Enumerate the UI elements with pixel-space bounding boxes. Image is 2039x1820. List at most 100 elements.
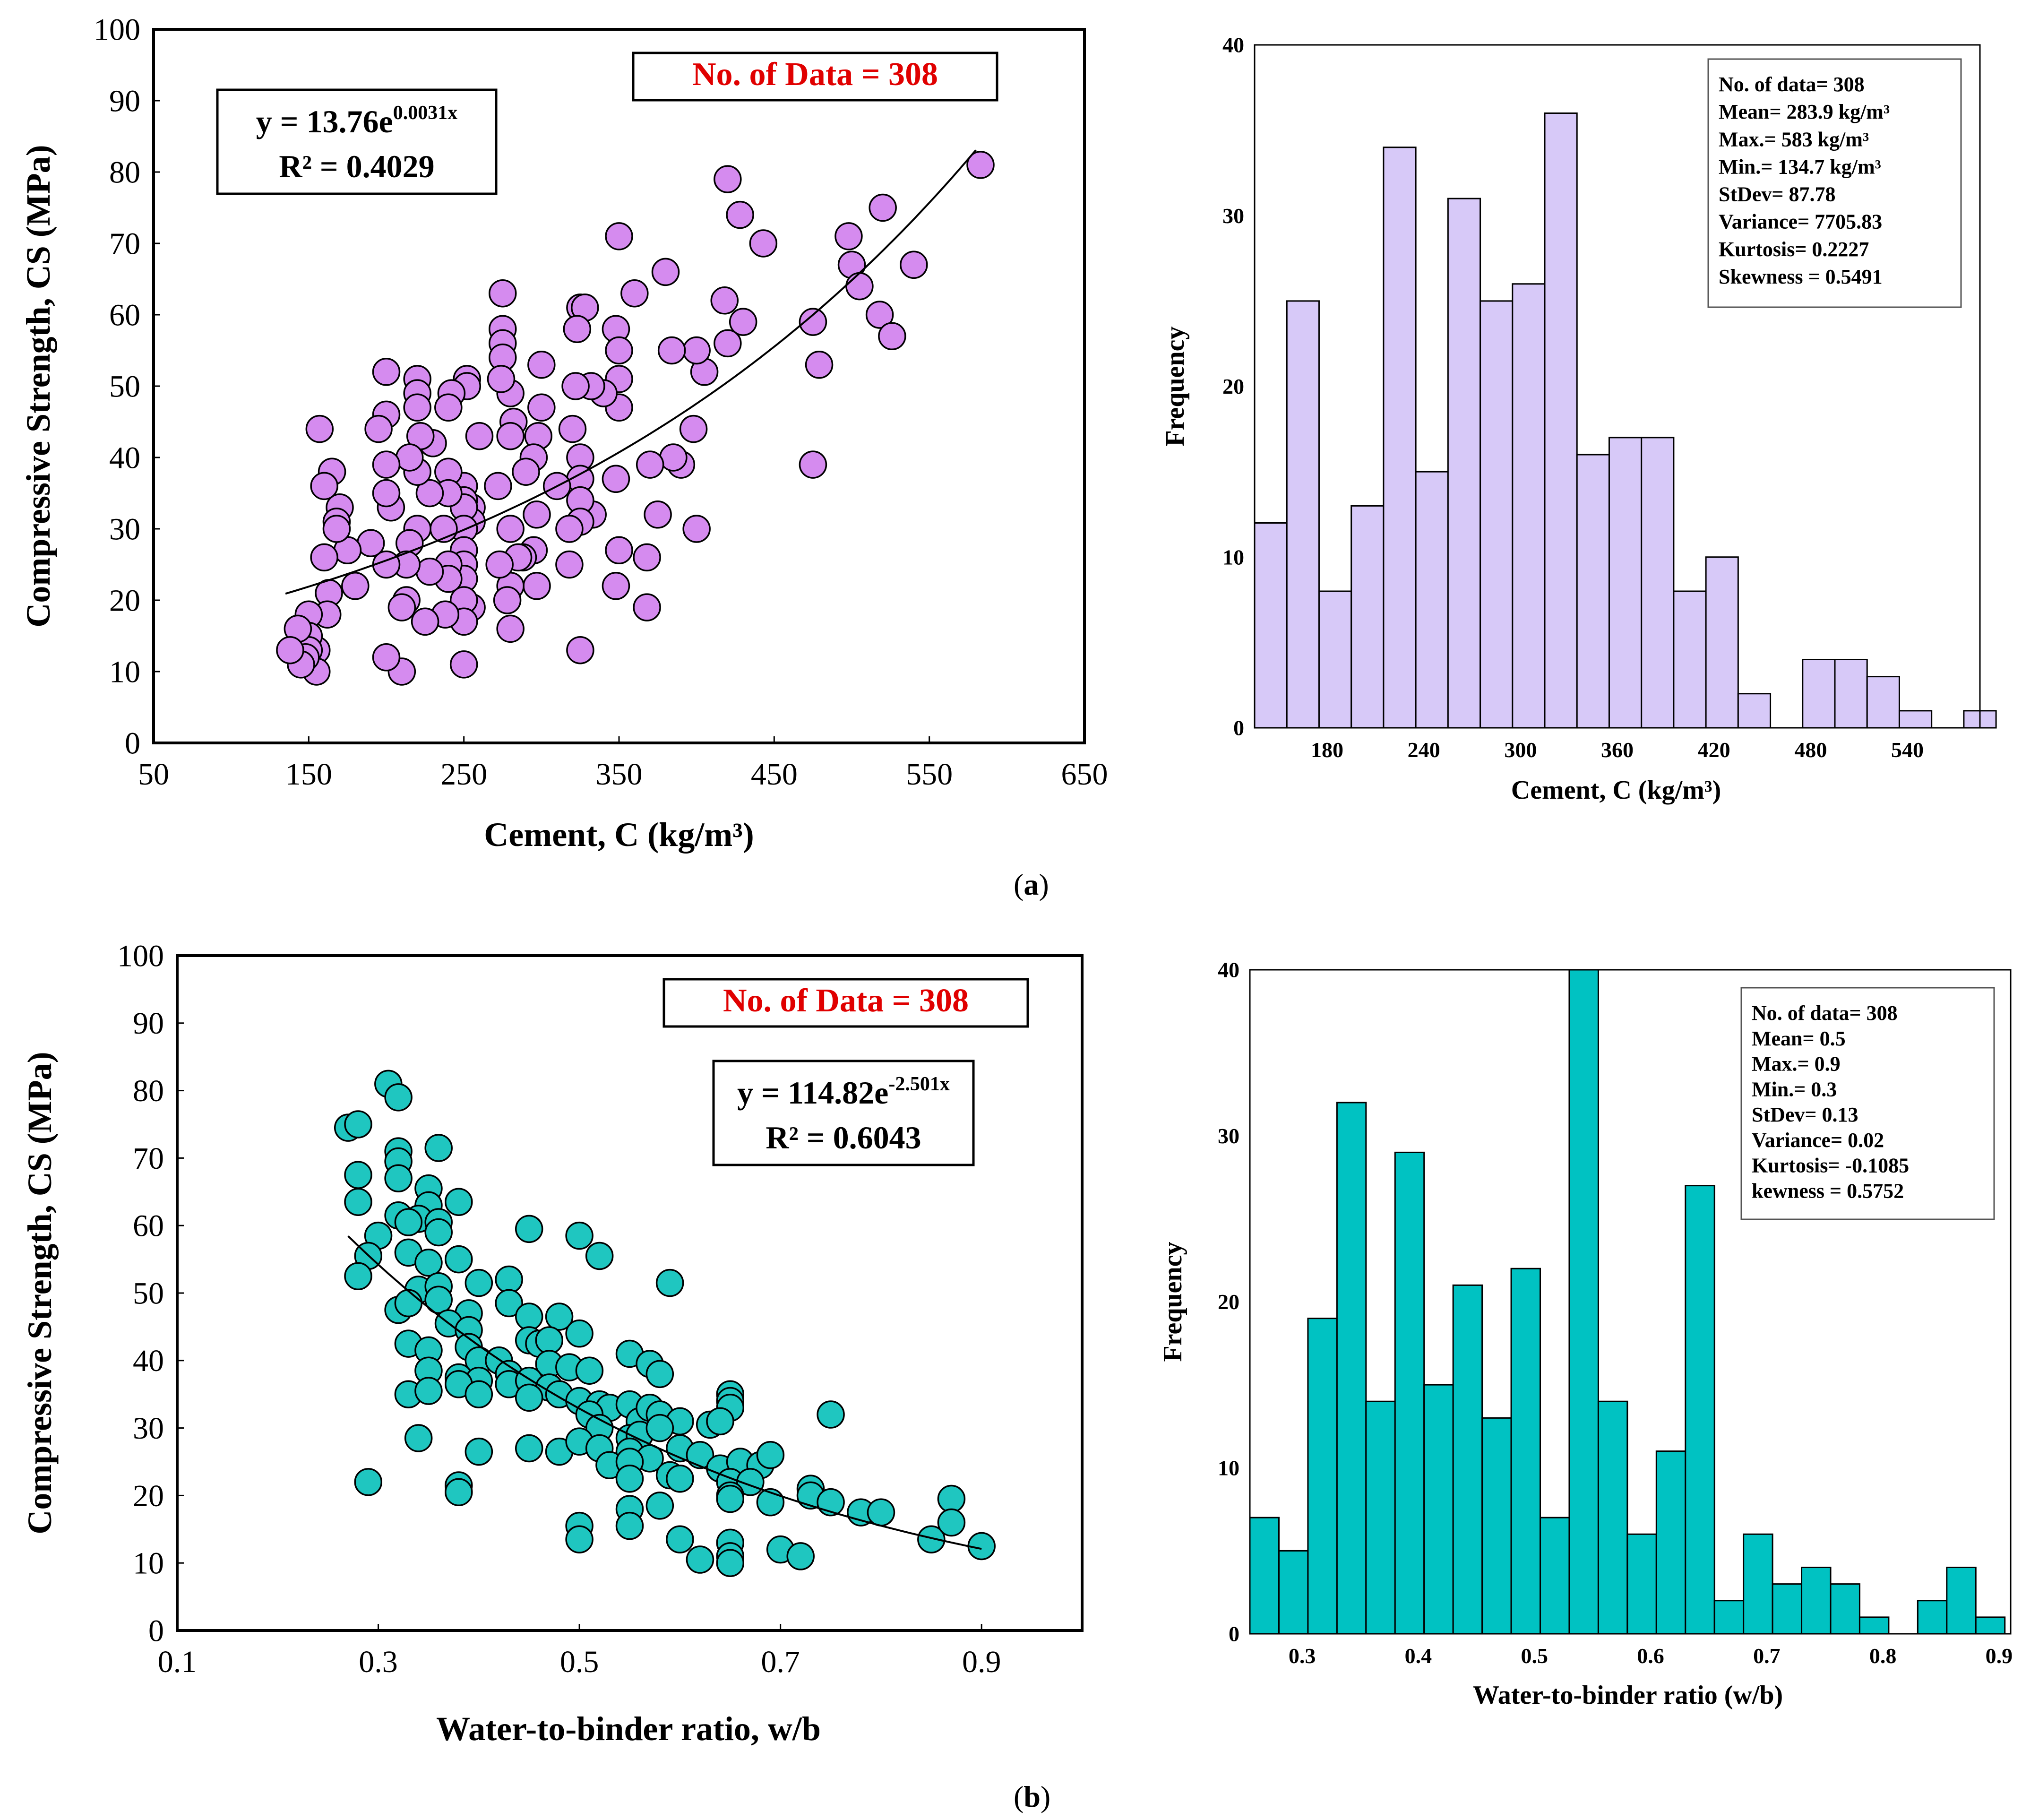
scatter-point bbox=[465, 1268, 493, 1297]
y-tick-label: 50 bbox=[133, 1276, 164, 1311]
r-squared-text: R² = 0.4029 bbox=[279, 148, 434, 184]
scatter-point bbox=[394, 1289, 423, 1318]
scatter-point bbox=[605, 536, 633, 565]
y-tick-label: 30 bbox=[133, 1411, 164, 1446]
y-tick-label: 40 bbox=[1222, 33, 1244, 57]
scatter-point bbox=[636, 450, 664, 479]
scatter-point bbox=[515, 1215, 543, 1243]
stats-box bbox=[1740, 987, 1995, 1220]
y-tick-label: 0 bbox=[1233, 716, 1244, 740]
scatter-point bbox=[515, 1434, 543, 1463]
histogram-bar bbox=[1975, 1616, 2006, 1635]
x-axis-label: Cement, C (kg/m³) bbox=[484, 816, 754, 854]
x-tick-label: 240 bbox=[1408, 738, 1440, 762]
scatter-point bbox=[869, 193, 897, 222]
histogram-bar bbox=[1512, 283, 1546, 729]
scatter-point bbox=[495, 1265, 523, 1294]
scatter-point bbox=[305, 414, 334, 443]
y-tick-label: 100 bbox=[117, 939, 164, 973]
x-tick-label: 360 bbox=[1601, 738, 1634, 762]
scatter-point bbox=[917, 1525, 946, 1553]
scatter-point bbox=[555, 550, 584, 579]
scatter-point bbox=[341, 572, 370, 600]
stats-box bbox=[1707, 58, 1962, 308]
scatter-point bbox=[344, 1262, 372, 1291]
scatter-point bbox=[515, 1302, 543, 1331]
r-squared-text: R² = 0.6043 bbox=[766, 1120, 921, 1156]
equation-text: y = 13.76e0.0031x bbox=[256, 102, 457, 139]
y-tick-label: 30 bbox=[1218, 1124, 1239, 1148]
scatter-point bbox=[344, 1188, 372, 1216]
scatter-point bbox=[424, 1285, 453, 1314]
scatter-point bbox=[714, 165, 742, 193]
scatter-point bbox=[364, 414, 393, 443]
equation-exponent: -2.501x bbox=[888, 1073, 950, 1095]
scatter-point bbox=[414, 1377, 443, 1405]
y-tick-label: 60 bbox=[133, 1209, 164, 1243]
equation-base: y = 13.76e bbox=[256, 104, 393, 139]
y-tick-label: 50 bbox=[109, 369, 140, 404]
histogram-bar bbox=[1481, 1417, 1512, 1635]
stats-line: Mean= 283.9 kg/m³ bbox=[1719, 100, 1890, 123]
x-tick-label: 50 bbox=[138, 757, 169, 792]
y-axis-label: Compressive Strength, CS (MPa) bbox=[19, 145, 57, 627]
stats-line: Skewness = 0.5491 bbox=[1719, 265, 1883, 288]
x-tick-label: 0.4 bbox=[1405, 1644, 1432, 1668]
scatter-point bbox=[527, 350, 556, 379]
y-tick-label: 40 bbox=[1218, 958, 1239, 982]
scatter-point bbox=[937, 1508, 966, 1537]
scatter-point bbox=[657, 336, 686, 365]
x-tick-label: 250 bbox=[440, 757, 487, 792]
x-tick-label: 0.6 bbox=[1637, 1644, 1664, 1668]
y-tick-label: 70 bbox=[109, 226, 140, 261]
histogram-bar bbox=[1249, 1517, 1280, 1635]
stats-line: Mean= 0.5 bbox=[1752, 1027, 1846, 1050]
scatter-point bbox=[651, 258, 680, 286]
scatter-point bbox=[679, 414, 708, 443]
y-tick-label: 70 bbox=[133, 1141, 164, 1176]
scatter-point bbox=[485, 550, 514, 579]
y-axis-label: Frequency bbox=[1158, 1242, 1187, 1362]
scatter-point bbox=[523, 500, 551, 529]
scatter-point bbox=[615, 1464, 644, 1493]
scatter-point bbox=[716, 1484, 745, 1513]
y-tick-label: 30 bbox=[109, 512, 140, 546]
scatter-point bbox=[403, 393, 431, 422]
histogram-bar bbox=[1365, 1400, 1396, 1635]
scatter-point bbox=[489, 279, 517, 308]
stats-line: Kurtosis= -0.1085 bbox=[1752, 1154, 1909, 1177]
histogram-bar bbox=[1510, 1268, 1541, 1635]
scatter-point bbox=[900, 250, 928, 279]
x-tick-label: 450 bbox=[751, 757, 798, 792]
scatter-point bbox=[633, 593, 661, 621]
scatter-point bbox=[449, 650, 478, 679]
scatter-point bbox=[817, 1400, 845, 1429]
plot-frame bbox=[1249, 969, 2012, 1635]
histogram-bars bbox=[1249, 969, 2006, 1635]
scatter-point bbox=[867, 1498, 895, 1527]
scatter-chart-water-binder: 0.1 0.3 0.5 0.7 0.9 0 10 20 30 40 50 60 70 80 90 100 Wat… bbox=[21, 939, 1084, 1748]
scatter-point bbox=[372, 358, 401, 386]
x-tick-label: 0.9 bbox=[962, 1645, 1001, 1679]
scatter-point bbox=[799, 308, 827, 336]
y-tick-label: 10 bbox=[109, 655, 140, 689]
scatter-point bbox=[686, 1440, 714, 1469]
panel-label-a: (a) bbox=[1014, 868, 1049, 901]
histogram-bar bbox=[1394, 1151, 1425, 1635]
scatter-point bbox=[322, 515, 351, 543]
y-tick-label: 10 bbox=[1222, 545, 1244, 569]
histogram-bar bbox=[1858, 1616, 1890, 1635]
scatter-point bbox=[527, 393, 556, 422]
x-axis-label: Water-to-binder ratio, w/b bbox=[436, 1710, 821, 1748]
scatter-point bbox=[602, 465, 630, 493]
scatter-point bbox=[276, 636, 304, 664]
x-tick-label: 150 bbox=[285, 757, 332, 792]
histogram-bar bbox=[1568, 969, 1599, 1635]
panel-label-b: (b) bbox=[1014, 1780, 1051, 1813]
scatter-point bbox=[729, 308, 757, 336]
histogram-bar bbox=[1452, 1284, 1483, 1635]
x-tick-label: 0.7 bbox=[761, 1645, 800, 1679]
scatter-point bbox=[565, 1221, 594, 1250]
x-tick-label: 480 bbox=[1794, 738, 1827, 762]
